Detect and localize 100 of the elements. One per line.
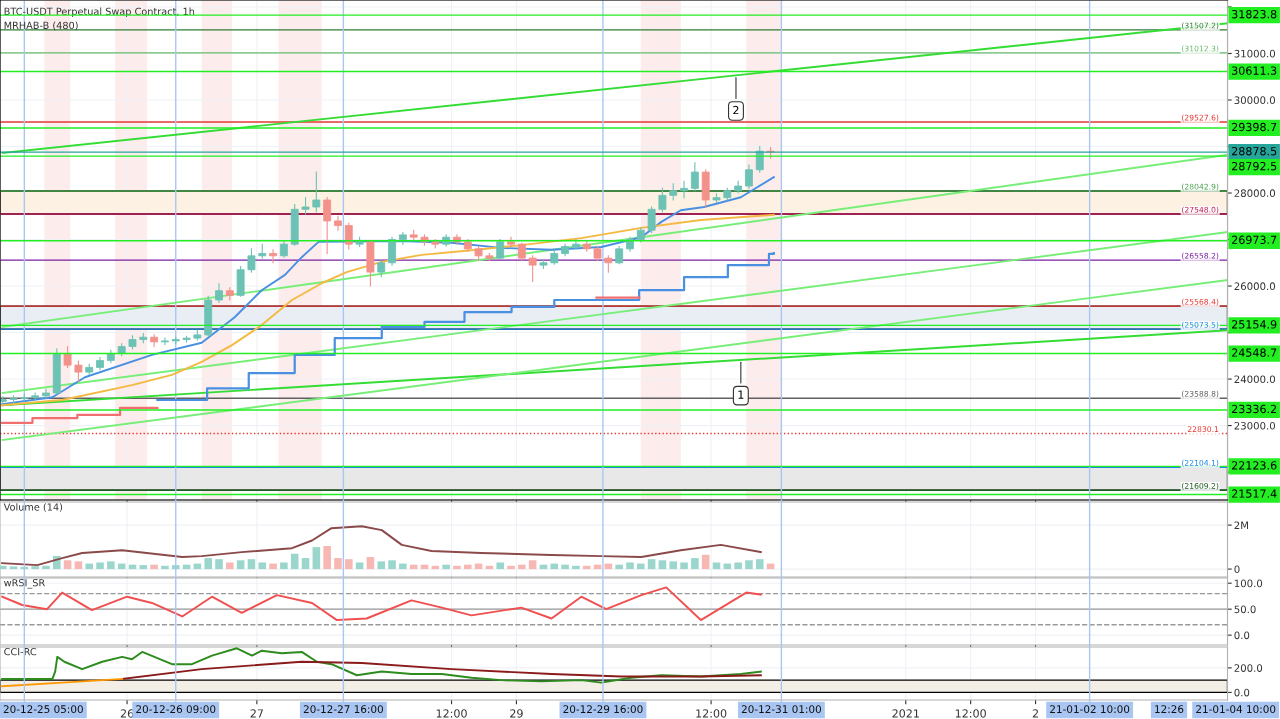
bar xyxy=(236,560,245,570)
candlestick xyxy=(323,197,332,255)
bar xyxy=(647,559,656,570)
ref-line-label: 20-12-27 16:00 xyxy=(303,705,383,714)
bar xyxy=(388,560,396,570)
x-tick-label: 12:00 xyxy=(955,709,986,718)
y-tick-label: 100.0 xyxy=(1234,579,1263,588)
bar xyxy=(204,558,212,570)
y-tick-label: 50.0 xyxy=(1234,605,1256,614)
line-series xyxy=(1,213,775,407)
chart-title: wRSI_SR xyxy=(4,579,45,589)
x-tick-label: 12:00 xyxy=(696,709,727,718)
text: BTC-USDT Perpetual Swap Contract, 1h xyxy=(4,7,195,17)
candlestick xyxy=(388,236,396,266)
bar xyxy=(496,562,504,570)
bar xyxy=(442,564,450,570)
bar xyxy=(561,564,569,570)
bar xyxy=(518,564,526,570)
candlestick xyxy=(312,171,321,213)
bar xyxy=(734,562,742,570)
bar xyxy=(258,562,267,570)
bar xyxy=(712,562,721,570)
bar xyxy=(139,565,148,570)
bar xyxy=(150,564,158,570)
bar xyxy=(226,562,234,570)
ref-line-label: 20-12-26 09:00 xyxy=(136,705,216,714)
bar xyxy=(680,562,688,570)
ref-line-label: 20-12-31 01:00 xyxy=(741,705,822,714)
candlestick xyxy=(150,334,159,348)
ref-line-label: 26973.7 xyxy=(1232,235,1277,244)
candlestick xyxy=(571,238,580,250)
candlestick xyxy=(398,231,407,245)
bar xyxy=(301,558,310,570)
ref-line-label: 28878.5 xyxy=(1232,146,1277,156)
ref-line-label: 28792.5 xyxy=(1232,161,1277,171)
line-series xyxy=(1,176,775,406)
candlestick xyxy=(215,283,223,303)
ref-line-label: 21-01-02 10:00 xyxy=(1050,705,1130,714)
chart-title: Volume (14) xyxy=(3,503,63,512)
text: 21-01-04 10:00 xyxy=(1196,705,1276,714)
line-series xyxy=(1,647,762,684)
bar xyxy=(345,559,353,570)
bar xyxy=(312,547,321,570)
y-tick-label: 0.0 xyxy=(1234,688,1250,697)
bar xyxy=(550,563,559,570)
bar xyxy=(31,566,39,570)
candlestick xyxy=(31,392,40,401)
candlestick xyxy=(63,345,72,368)
bar xyxy=(85,563,94,570)
x-tick-label: 2 xyxy=(1032,709,1038,718)
y-tick-label: 0.0 xyxy=(1234,631,1250,640)
chart-title: CCI-RC xyxy=(4,647,37,656)
bar xyxy=(582,565,591,570)
y-tick-label: 24000.0 xyxy=(1234,375,1276,384)
bar xyxy=(42,565,50,570)
y-tick-label: 2M xyxy=(1234,521,1248,529)
x-tick-label: 27 xyxy=(250,709,263,718)
bar xyxy=(626,562,634,570)
y-tick-label: 31000.0 xyxy=(1234,49,1276,58)
bar xyxy=(637,563,645,570)
bar xyxy=(691,558,699,570)
bar xyxy=(74,561,83,570)
bar xyxy=(290,553,299,570)
candlestick xyxy=(507,236,515,248)
ref-line-label: 25154.9 xyxy=(1232,320,1277,329)
bar xyxy=(161,565,169,570)
candlestick xyxy=(647,206,656,234)
ref-line-label: 29398.7 xyxy=(1232,122,1277,132)
bar xyxy=(366,556,375,570)
y-tick-label: 200.0 xyxy=(1234,664,1263,672)
bar xyxy=(9,566,18,570)
y-tick-label: 23000.0 xyxy=(1234,421,1276,430)
x-tick-label: 26 xyxy=(120,709,134,718)
candlestick xyxy=(745,164,753,189)
ref-line-label: 20-12-29 16:00 xyxy=(563,705,643,714)
bar xyxy=(280,562,288,570)
bar xyxy=(269,563,277,570)
x-tick-label: 29 xyxy=(510,709,523,718)
annotation: 2 xyxy=(733,105,739,115)
candlestick xyxy=(690,162,699,192)
candlestick xyxy=(334,215,342,231)
ref-line-label: 24548.7 xyxy=(1232,348,1277,357)
bar xyxy=(334,558,342,570)
bar xyxy=(669,561,678,570)
y-tick-label: 26000.0 xyxy=(1234,282,1276,291)
ref-line-label: 22123.6 xyxy=(1232,461,1277,470)
bar xyxy=(63,560,72,570)
candlestick xyxy=(734,180,743,194)
candlestick xyxy=(528,255,537,282)
bar xyxy=(355,562,364,570)
y-tick-label: 28000.0 xyxy=(1234,189,1276,198)
ref-line-label: 20-12-25 05:00 xyxy=(3,705,83,714)
y-tick-label: 30000.0 xyxy=(1234,96,1276,104)
bar xyxy=(247,559,256,570)
bar xyxy=(615,564,623,570)
bar xyxy=(399,563,407,570)
candlestick xyxy=(658,187,667,213)
bar xyxy=(658,560,667,570)
bar xyxy=(701,554,710,570)
bar xyxy=(528,560,537,570)
